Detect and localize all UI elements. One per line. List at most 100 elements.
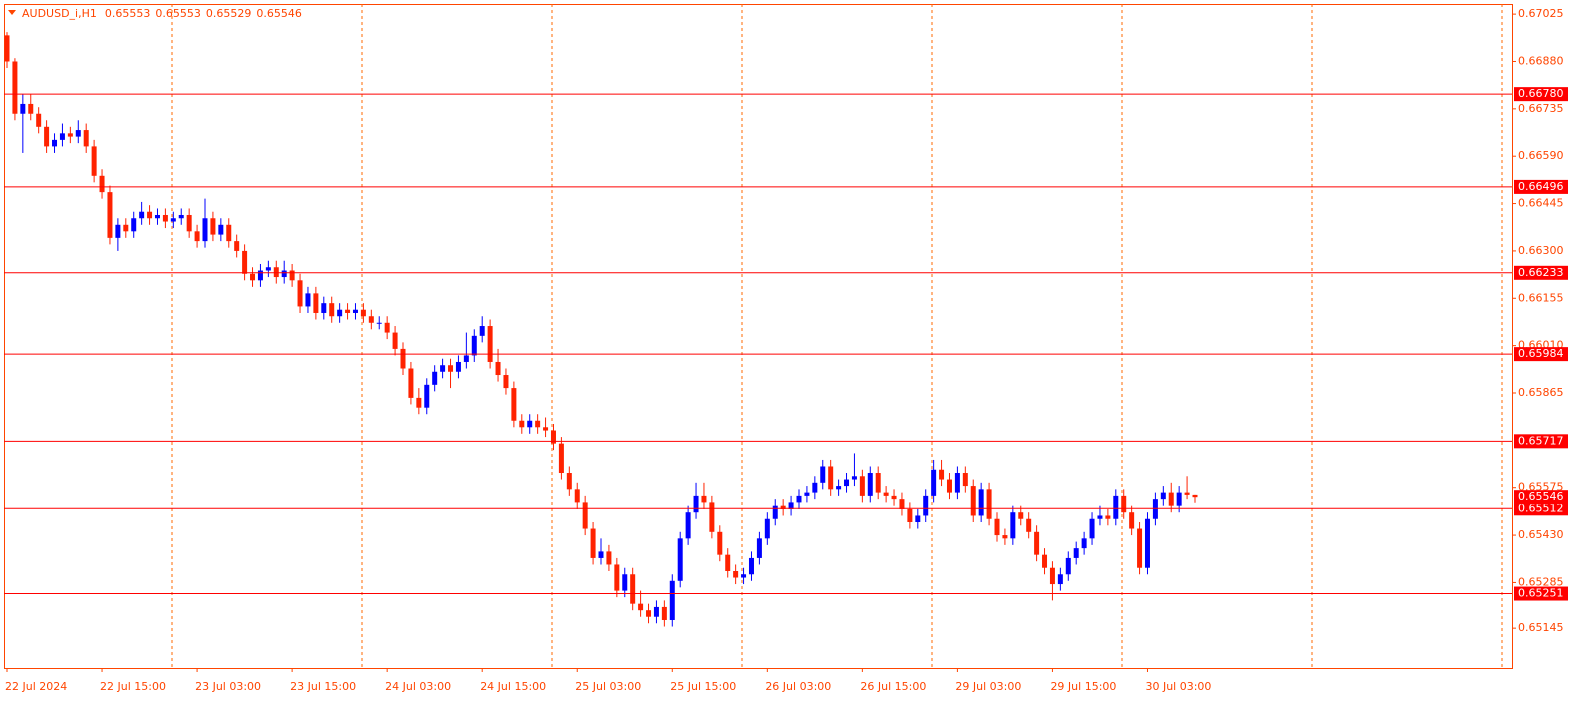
candle-body (566, 473, 572, 490)
y-tick-label: 0.65430 (1518, 528, 1564, 541)
candle-body (154, 214, 160, 219)
candle-body (202, 218, 208, 242)
candle-body (297, 280, 303, 307)
candle-body (487, 326, 493, 362)
candle-body (630, 574, 636, 604)
candle-body (1002, 535, 1008, 539)
candle-body (772, 505, 778, 519)
candle-body (170, 218, 176, 222)
close: 0.65546 (256, 7, 302, 20)
candle-body (606, 551, 612, 565)
candle-body (661, 606, 667, 620)
candle-body (669, 580, 675, 620)
candle-body (756, 538, 762, 558)
candle-body (543, 427, 549, 431)
y-tick-label: 0.66735 (1518, 102, 1564, 115)
candle-body (83, 130, 89, 147)
candle-body (780, 505, 786, 509)
candle-body (1097, 515, 1103, 519)
candle-body (550, 430, 556, 444)
candle-body (59, 133, 65, 140)
candle-body (875, 473, 881, 493)
candle-body (978, 489, 984, 516)
candle-body (1026, 518, 1032, 532)
candle-body (741, 574, 747, 578)
candle-body (899, 499, 905, 509)
y-tick-label: 0.65145 (1518, 621, 1564, 634)
candle-body (796, 495, 802, 503)
x-tick-label: 29 Jul 03:00 (955, 680, 1021, 693)
high: 0.65553 (155, 7, 201, 20)
candle-body (4, 35, 10, 62)
x-tick-label: 24 Jul 03:00 (385, 680, 451, 693)
candle-body (677, 538, 683, 581)
candle-body (503, 375, 509, 389)
x-tick-label: 22 Jul 15:00 (100, 680, 166, 693)
x-tick-label: 26 Jul 15:00 (860, 680, 926, 693)
candle-body (424, 384, 430, 408)
candle-body (1192, 494, 1198, 498)
level-label-box (1514, 87, 1568, 102)
candle-body (1184, 492, 1190, 495)
collapse-arrow (8, 10, 16, 15)
candle-body (281, 270, 287, 278)
candle-body (234, 241, 240, 251)
candle-body (883, 492, 889, 496)
candle-body (519, 420, 525, 428)
level-label-box (1514, 586, 1568, 601)
candle-body (226, 224, 232, 242)
candle-body (828, 466, 834, 490)
candle-body (321, 303, 327, 313)
candle-body (313, 293, 319, 313)
candle-body (139, 211, 145, 219)
candle-body (1065, 557, 1071, 575)
candle-body (614, 564, 620, 591)
candle-body (392, 332, 398, 349)
candle-body (931, 469, 937, 496)
candle-body (598, 551, 604, 558)
candle-body (289, 270, 295, 281)
candle-body (907, 508, 913, 523)
candle-body (1034, 531, 1040, 555)
x-tick-label: 25 Jul 15:00 (670, 680, 736, 693)
candle-body (946, 479, 952, 493)
level-label: 0.66496 (1518, 180, 1564, 193)
candle-body (1089, 518, 1095, 539)
candle-body (162, 214, 168, 222)
level-label-box (1514, 265, 1568, 280)
candle-body (147, 211, 153, 219)
candle-body (99, 175, 105, 193)
level-label-box (1514, 501, 1568, 516)
y-tick-label: 0.66445 (1518, 197, 1564, 210)
symbol: AUDUSD_i,H1 (22, 7, 97, 20)
candle-body (416, 397, 422, 408)
y-tick-label: 0.65865 (1518, 386, 1564, 399)
candle-body (820, 466, 826, 483)
candle-body (1176, 492, 1182, 506)
candle-body (345, 309, 351, 313)
x-tick-label: 26 Jul 03:00 (765, 680, 831, 693)
level-label: 0.66233 (1518, 266, 1564, 279)
y-tick-label: 0.67025 (1518, 7, 1564, 20)
candle-body (463, 355, 469, 362)
candle-body (1042, 554, 1048, 568)
candle-body (638, 603, 644, 611)
x-tick-label: 24 Jul 15:00 (480, 680, 546, 693)
candle-body (574, 489, 580, 503)
candle-body (733, 570, 739, 578)
candle-body (939, 469, 945, 480)
candle-body (646, 610, 652, 617)
candle-body (265, 267, 271, 271)
candle-body (440, 365, 446, 372)
y-tick-label: 0.66880 (1518, 54, 1564, 67)
candle-body (368, 316, 374, 323)
level-label: 0.66780 (1518, 87, 1564, 100)
candle-body (1113, 495, 1119, 519)
candle-body (1137, 528, 1143, 568)
candle-body (1081, 538, 1087, 549)
candle-body (1073, 548, 1079, 558)
candle-body (1144, 518, 1150, 568)
candle-body (836, 486, 842, 490)
plot-frame (4, 4, 1513, 669)
candle-body (408, 368, 414, 398)
